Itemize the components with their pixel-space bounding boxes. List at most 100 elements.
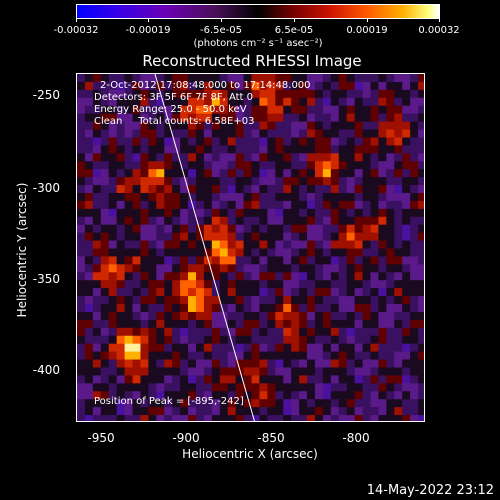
heatmap-cell: [188, 359, 197, 369]
heatmap-cell: [195, 177, 205, 186]
heatmap-cell: [84, 216, 94, 226]
heatmap-cell: [354, 74, 364, 83]
heatmap-cell: [362, 248, 372, 258]
heatmap-cell: [378, 192, 387, 202]
heatmap-cell: [338, 224, 348, 234]
heatmap-cell: [275, 200, 284, 210]
heatmap-cell: [124, 97, 134, 107]
heatmap-cell: [394, 343, 403, 353]
heatmap-cell: [338, 407, 348, 416]
heatmap-cell: [188, 74, 197, 83]
heatmap-cell: [92, 121, 102, 131]
heatmap-cell: [299, 89, 308, 99]
heatmap-cell: [322, 319, 332, 329]
heatmap-cell: [402, 137, 411, 146]
heatmap-cell: [203, 288, 213, 297]
heatmap-cell: [211, 185, 221, 194]
heatmap-cell: [251, 335, 261, 345]
heatmap-cell: [84, 407, 94, 416]
heatmap-cell: [164, 399, 173, 408]
heatmap-cell: [92, 407, 102, 416]
heatmap-cell: [330, 200, 340, 210]
heatmap-cell: [92, 153, 102, 162]
heatmap-cell: [243, 161, 253, 170]
heatmap-cell: [195, 343, 205, 353]
heatmap-cell: [378, 105, 387, 115]
heatmap-cell: [211, 399, 221, 408]
heatmap-cell: [338, 383, 348, 392]
heatmap-cell: [77, 335, 86, 345]
heatmap-cell: [180, 153, 189, 162]
heatmap-cell: [84, 256, 94, 265]
heatmap-cell: [148, 137, 157, 146]
heatmap-cell: [203, 240, 213, 250]
heatmap-cell: [156, 288, 165, 297]
heatmap-cell: [275, 81, 284, 91]
heatmap-cell: [362, 113, 372, 123]
heatmap-cell: [172, 319, 181, 329]
heatmap-cell: [362, 208, 372, 218]
heatmap-cell: [148, 169, 157, 178]
heatmap-cell: [84, 415, 94, 421]
heatmap-cell: [132, 105, 142, 115]
heatmap-cell: [370, 121, 380, 131]
heatmap-cell: [330, 177, 340, 186]
heatmap-cell: [275, 105, 284, 115]
heatmap-cell: [77, 407, 86, 416]
heatmap-cell: [338, 415, 348, 421]
heatmap-cell: [283, 81, 292, 91]
heatmap-cell: [156, 153, 165, 162]
heatmap-cell: [140, 169, 149, 178]
heatmap-cell: [402, 272, 411, 281]
heatmap-cell: [77, 367, 86, 377]
heatmap-cell: [156, 177, 165, 186]
heatmap-cell: [77, 304, 86, 313]
heatmap-cell: [243, 216, 253, 226]
heatmap-cell: [386, 272, 395, 281]
heatmap-cell: [132, 296, 142, 305]
heatmap-cell: [362, 304, 372, 313]
heatmap-cell: [219, 153, 229, 162]
heatmap-cell: [227, 232, 237, 242]
heatmap-cell: [132, 137, 142, 146]
heatmap-cell: [180, 232, 189, 242]
heatmap-cell: [92, 97, 102, 107]
energy-range-label: Energy Range: 25.0 - 50.0 keV: [94, 104, 247, 115]
heatmap-cell: [203, 169, 213, 178]
heatmap-cell: [354, 192, 364, 202]
heatmap-cell: [275, 280, 284, 289]
heatmap-cell: [275, 272, 284, 281]
heatmap-cell: [370, 169, 380, 178]
heatmap-cell: [283, 256, 292, 265]
heatmap-cell: [172, 89, 181, 99]
heatmap-cell: [227, 81, 237, 91]
heatmap-cell: [84, 248, 94, 258]
heatmap-cell: [116, 288, 126, 297]
heatmap-cell: [92, 200, 102, 210]
heatmap-cell: [203, 335, 213, 345]
heatmap-cell: [84, 391, 94, 400]
heatmap-cell: [77, 161, 86, 170]
heatmap-cell: [188, 375, 197, 384]
heatmap-cell: [148, 391, 157, 400]
heatmap-cell: [211, 97, 221, 107]
heatmap-cell: [283, 216, 292, 226]
heatmap-cell: [402, 200, 411, 210]
heatmap-cell: [116, 137, 126, 146]
heatmap-cell: [259, 105, 268, 115]
heatmap-cell: [116, 224, 126, 234]
heatmap-cell: [259, 319, 268, 329]
heatmap-cell: [291, 272, 300, 281]
heatmap-cell: [251, 121, 261, 131]
heatmap-cell: [84, 272, 94, 281]
heatmap-cell: [100, 264, 110, 273]
heatmap-cell: [299, 280, 308, 289]
heatmap-cell: [203, 359, 213, 369]
heatmap-cell: [418, 391, 424, 400]
heatmap-cell: [227, 153, 237, 162]
heatmap-cell: [100, 192, 110, 202]
heatmap-cell: [164, 89, 173, 99]
heatmap-cell: [338, 367, 348, 377]
heatmap-cell: [243, 383, 253, 392]
heatmap-cell: [227, 351, 237, 361]
